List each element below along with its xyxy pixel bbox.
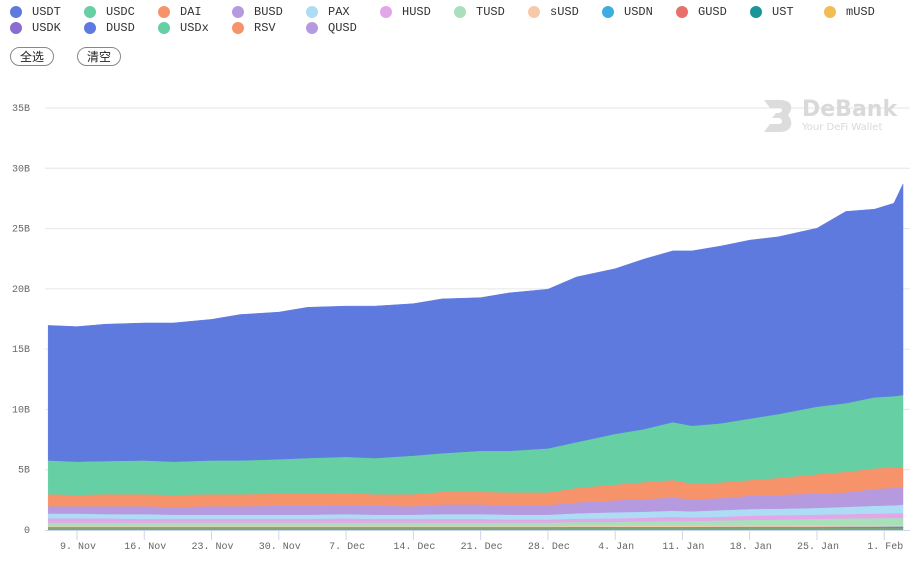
y-tick-label: 5B [18,466,30,477]
legend-label: USDC [106,5,135,19]
legend-dot-icon [158,22,170,34]
y-tick-label: 0 [24,526,30,537]
x-tick-label: 28. Dec [528,542,570,553]
x-tick-label: 1. Feb [867,541,903,553]
x-tick-label: 11. Jan [662,542,704,553]
legend-label: RSV [254,21,276,35]
legend-dot-icon [232,22,244,34]
x-tick-label: 30. Nov [259,542,301,553]
clear-button[interactable]: 清空 [77,47,121,66]
legend-dot-icon [750,6,762,18]
legend-item-susd[interactable]: sUSD [528,4,579,20]
legend-dot-icon [84,6,96,18]
legend-item-rsv[interactable]: RSV [232,20,276,36]
legend-item-musd[interactable]: mUSD [824,4,875,20]
legend-item-busd[interactable]: BUSD [232,4,283,20]
y-tick-label: 25B [12,225,30,236]
legend-label: BUSD [254,5,283,19]
x-tick-label: 16. Nov [124,542,166,553]
legend-label: GUSD [698,5,727,19]
legend-item-husd[interactable]: HUSD [380,4,431,20]
watermark-subtitle: Your DeFi Wallet [802,122,883,133]
debank-logo-icon [764,100,792,132]
legend-item-qusd[interactable]: QUSD [306,20,357,36]
x-tick-label: 4. Jan [598,542,634,553]
legend-item-usdn[interactable]: USDN [602,4,653,20]
debank-watermark: DeBank Your DeFi Wallet [762,98,897,134]
legend-dot-icon [824,6,836,18]
legend-label: PAX [328,5,350,19]
legend-item-usdt[interactable]: USDT [10,4,61,20]
y-tick-label: 20B [12,285,30,296]
legend-label: HUSD [402,5,431,19]
legend-label: USDN [624,5,653,19]
x-tick-label: 23. Nov [192,542,234,553]
legend-item-dai[interactable]: DAI [158,4,202,20]
x-tick-label: 14. Dec [393,542,435,553]
legend-dot-icon [84,22,96,34]
y-tick-label: 30B [12,164,30,175]
legend-dot-icon [676,6,688,18]
x-tick-label: 18. Jan [730,542,772,553]
legend-item-usdc[interactable]: USDC [84,4,135,20]
legend-dot-icon [10,22,22,34]
y-tick-label: 15B [12,345,30,356]
x-tick-label: 21. Dec [461,542,503,553]
y-tick-label: 10B [12,405,30,416]
legend-label: USDK [32,21,61,35]
legend-dot-icon [306,22,318,34]
legend-dot-icon [380,6,392,18]
legend-dot-icon [306,6,318,18]
legend-label: mUSD [846,5,875,19]
legend-label: USDT [32,5,61,19]
legend-dot-icon [454,6,466,18]
legend-item-usdk[interactable]: USDK [10,20,61,36]
legend-label: TUSD [476,5,505,19]
select-all-button[interactable]: 全选 [10,47,54,66]
legend-label: sUSD [550,5,579,19]
legend-item-ust[interactable]: UST [750,4,794,20]
legend-item-gusd[interactable]: GUSD [676,4,727,20]
legend-label: UST [772,5,794,19]
legend-dot-icon [10,6,22,18]
legend-item-tusd[interactable]: TUSD [454,4,505,20]
area-usdt [47,183,904,462]
x-tick-label: 25. Jan [797,542,839,553]
legend-item-dusd[interactable]: DUSD [84,20,135,36]
legend-dot-icon [602,6,614,18]
legend-label: QUSD [328,21,357,35]
x-tick-label: 7. Dec [329,542,365,553]
legend-label: USDx [180,21,209,35]
legend-item-usdx[interactable]: USDx [158,20,209,36]
legend-label: DUSD [106,21,135,35]
x-tick-label: 9. Nov [60,542,96,553]
watermark-title: DeBank [802,97,898,122]
legend-dot-icon [232,6,244,18]
legend-dot-icon [158,6,170,18]
y-tick-label: 35B [12,104,30,115]
legend-item-pax[interactable]: PAX [306,4,350,20]
legend-label: DAI [180,5,202,19]
legend-dot-icon [528,6,540,18]
